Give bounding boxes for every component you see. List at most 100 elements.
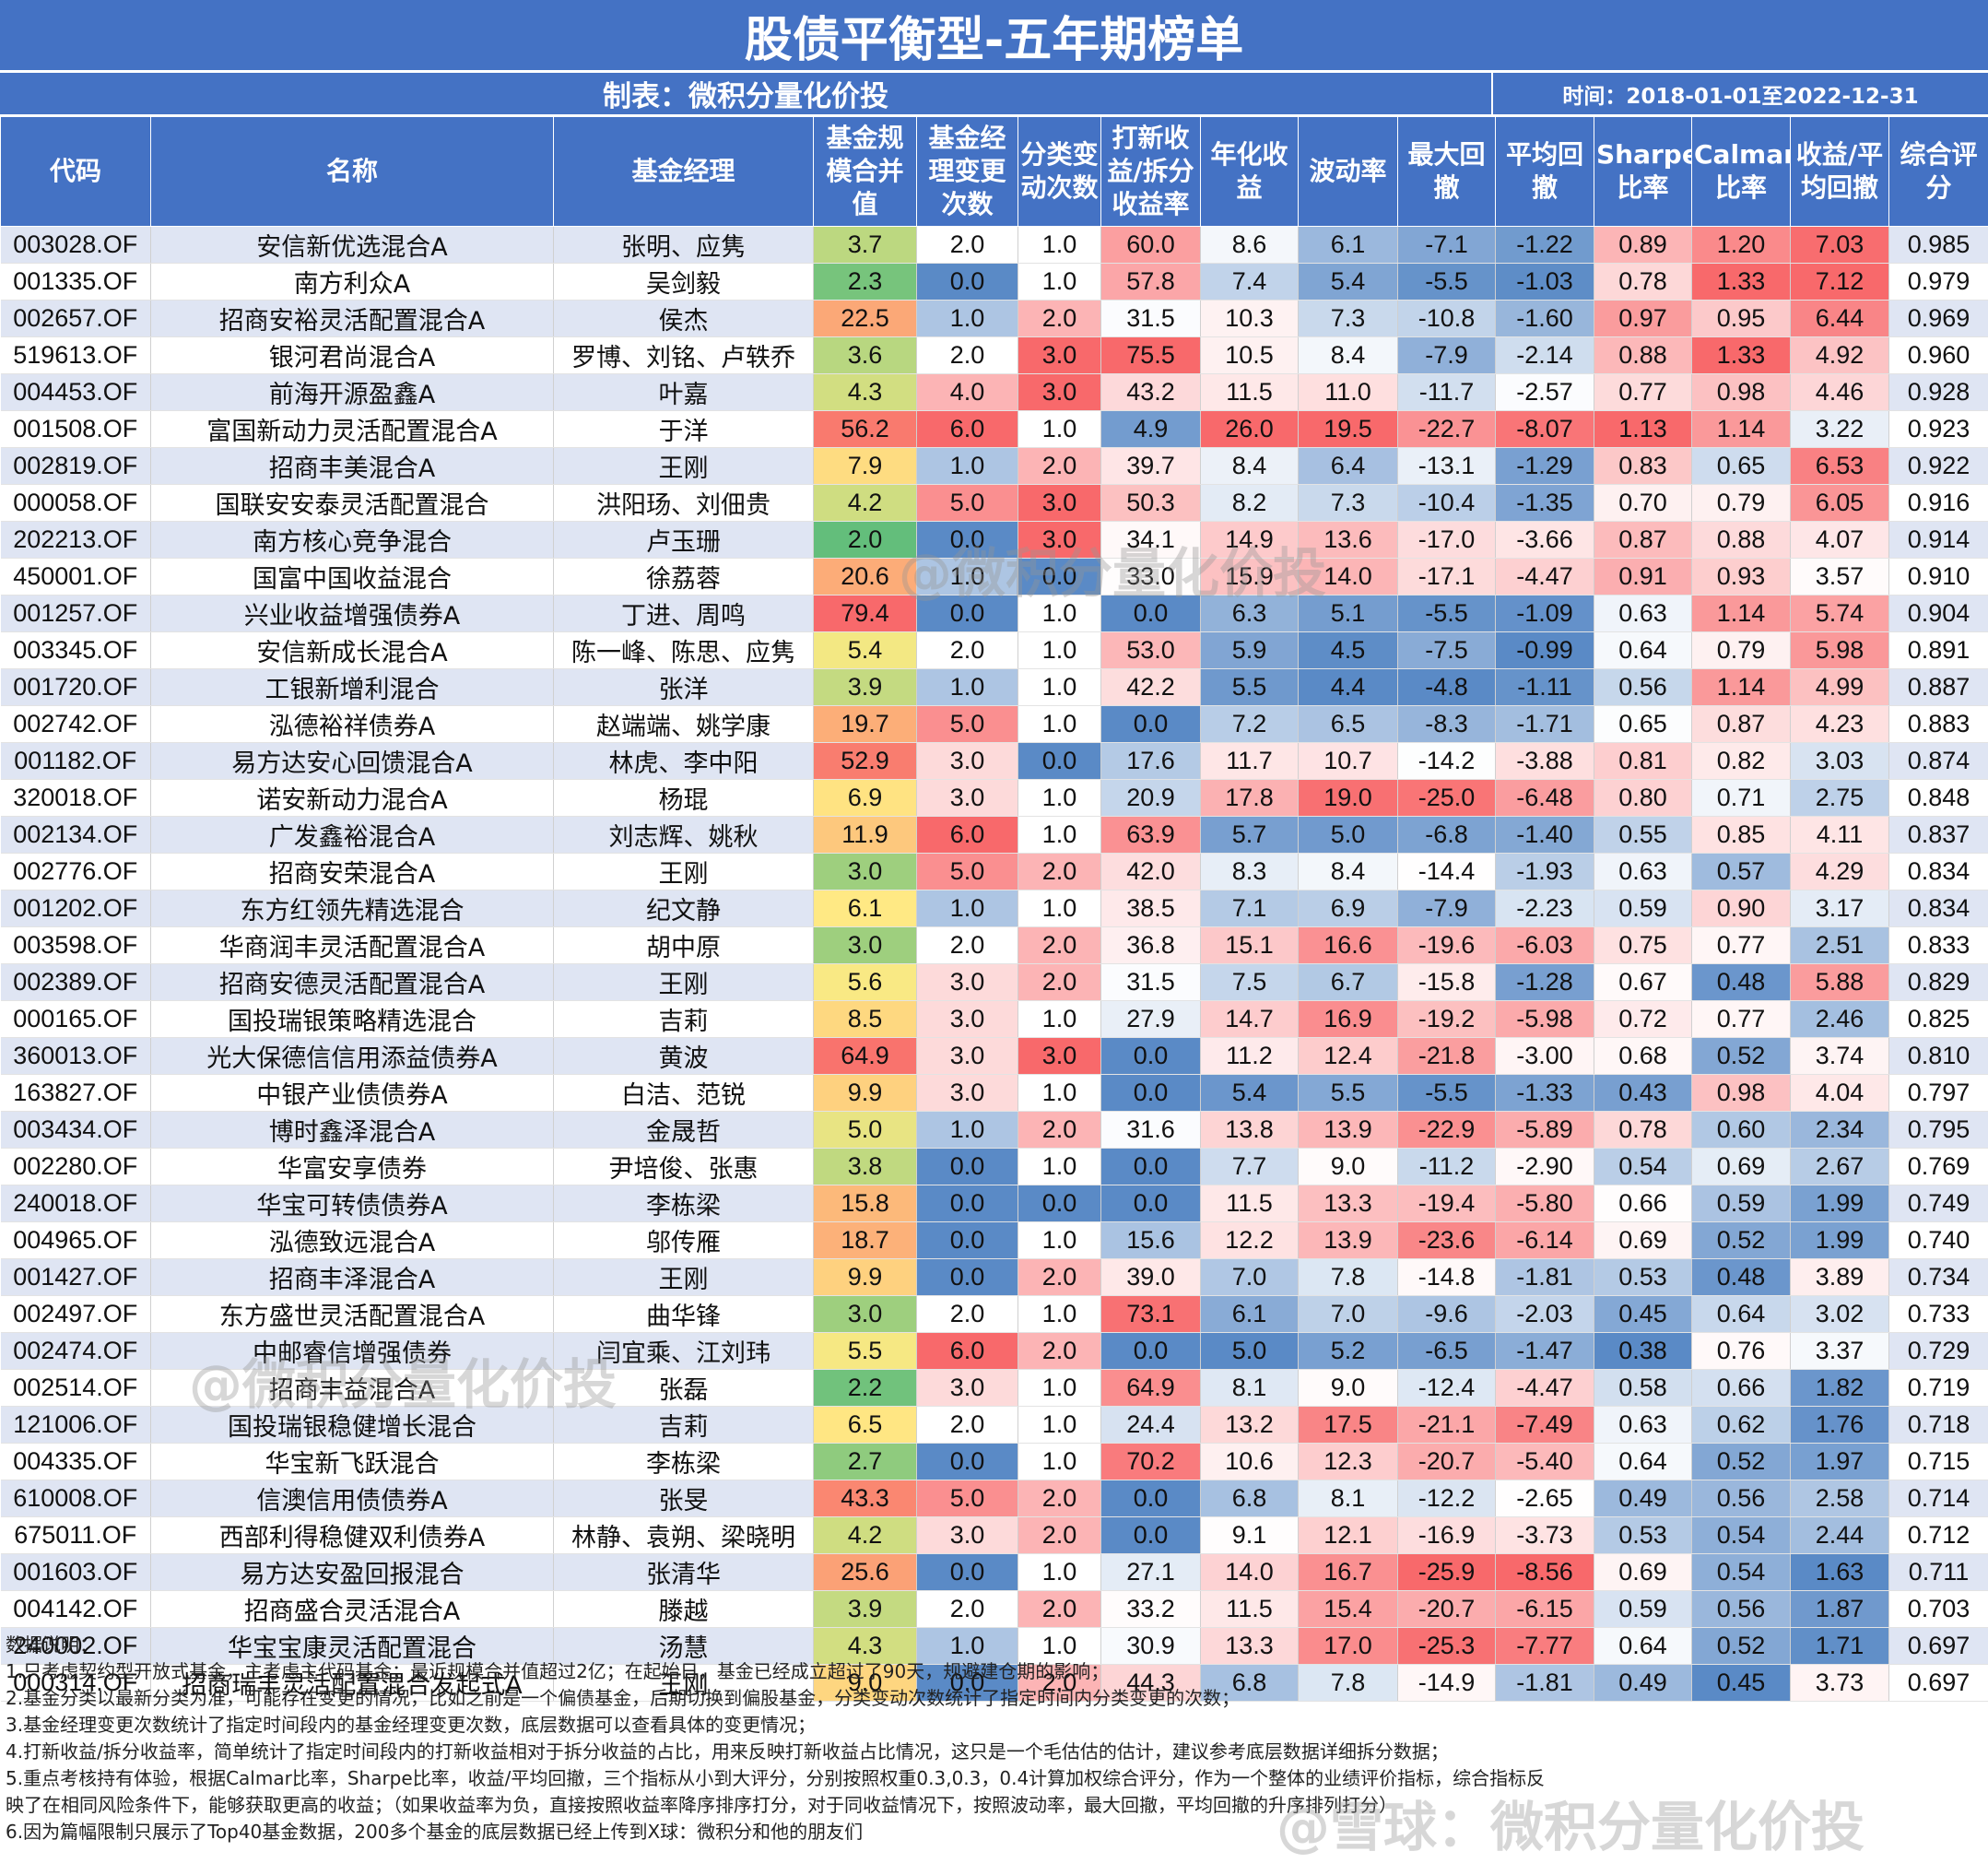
cell-avg-drawdown: -1.28 xyxy=(1495,963,1594,1001)
cell-annual-return: 6.8 xyxy=(1200,1664,1299,1702)
cell-score: 0.837 xyxy=(1888,816,1988,854)
cell-max-drawdown: -21.1 xyxy=(1397,1406,1496,1444)
cell-annual-return: 6.8 xyxy=(1200,1480,1299,1517)
cell-volatility: 13.9 xyxy=(1298,1221,1398,1259)
cell-fund-name: 易方达安心回馈混合A xyxy=(150,742,554,780)
cell-calmar-ratio: 0.64 xyxy=(1691,1295,1791,1333)
cell-manager-changes: 1.0 xyxy=(916,1111,1018,1149)
cell-fund-size: 25.6 xyxy=(813,1553,917,1591)
cell-calmar-ratio: 1.33 xyxy=(1691,263,1791,301)
cell-fund-name: 安信新优选混合A xyxy=(150,226,554,264)
cell-avg-drawdown: -1.81 xyxy=(1495,1258,1594,1296)
cell-code: 004142.OF xyxy=(0,1590,151,1628)
cell-category-changes: 2.0 xyxy=(1018,926,1101,964)
cell-ipo-return-ratio: 27.1 xyxy=(1100,1553,1201,1591)
cell-volatility: 13.6 xyxy=(1298,521,1398,559)
cell-manager: 滕越 xyxy=(553,1590,814,1628)
cell-avg-drawdown: -4.47 xyxy=(1495,558,1594,596)
cell-ipo-return-ratio: 0.0 xyxy=(1100,1148,1201,1185)
cell-max-drawdown: -10.8 xyxy=(1397,300,1496,337)
cell-sharpe-ratio: 0.56 xyxy=(1594,668,1692,706)
cell-volatility: 17.5 xyxy=(1298,1406,1398,1444)
column-header-name: 名称 xyxy=(150,116,554,227)
cell-fund-name: 华富安享债券 xyxy=(150,1148,554,1185)
cell-manager-changes: 2.0 xyxy=(916,926,1018,964)
cell-ipo-return-ratio: 0.0 xyxy=(1100,1185,1201,1222)
cell-ipo-return-ratio: 50.3 xyxy=(1100,484,1201,522)
cell-sharpe-ratio: 0.63 xyxy=(1594,1406,1692,1444)
cell-score: 0.910 xyxy=(1888,558,1988,596)
cell-volatility: 13.9 xyxy=(1298,1111,1398,1149)
cell-annual-return: 5.4 xyxy=(1200,1074,1299,1112)
cell-score: 0.711 xyxy=(1888,1553,1988,1591)
cell-annual-return: 10.6 xyxy=(1200,1443,1299,1480)
cell-max-drawdown: -5.5 xyxy=(1397,263,1496,301)
cell-volatility: 17.0 xyxy=(1298,1627,1398,1665)
cell-avg-drawdown: -2.03 xyxy=(1495,1295,1594,1333)
column-header-avg-drawdown: 平均回撤 xyxy=(1495,116,1594,227)
cell-ipo-return-ratio: 33.2 xyxy=(1100,1590,1201,1628)
cell-score: 0.697 xyxy=(1888,1627,1988,1665)
cell-avg-drawdown: -1.47 xyxy=(1495,1332,1594,1370)
cell-calmar-ratio: 0.98 xyxy=(1691,1074,1791,1112)
cell-calmar-ratio: 1.14 xyxy=(1691,410,1791,448)
cell-code: 002280.OF xyxy=(0,1148,151,1185)
cell-manager: 吉莉 xyxy=(553,1000,814,1038)
cell-ipo-return-ratio: 15.6 xyxy=(1100,1221,1201,1259)
cell-code: 003028.OF xyxy=(0,226,151,264)
cell-manager-changes: 2.0 xyxy=(916,336,1018,374)
note-line: 2.基金分类以最新分类为准，可能存在变更的情况，比如之前是一个偏债基金，后期切换… xyxy=(6,1687,1241,1709)
cell-category-changes: 3.0 xyxy=(1018,336,1101,374)
cell-fund-size: 2.2 xyxy=(813,1369,917,1407)
cell-fund-name: 兴业收益增强债券A xyxy=(150,595,554,632)
cell-category-changes: 1.0 xyxy=(1018,816,1101,854)
cell-calmar-ratio: 0.56 xyxy=(1691,1590,1791,1628)
cell-score: 0.883 xyxy=(1888,705,1988,743)
cell-fund-name: 中邮睿信增强债券 xyxy=(150,1332,554,1370)
cell-ipo-return-ratio: 60.0 xyxy=(1100,226,1201,264)
cell-max-drawdown: -5.5 xyxy=(1397,1074,1496,1112)
cell-return-avg-drawdown: 3.57 xyxy=(1790,558,1889,596)
cell-code: 001603.OF xyxy=(0,1553,151,1591)
cell-score: 0.797 xyxy=(1888,1074,1988,1112)
cell-score: 0.734 xyxy=(1888,1258,1988,1296)
cell-manager: 罗博、刘铭、卢轶乔 xyxy=(553,336,814,374)
cell-calmar-ratio: 0.65 xyxy=(1691,447,1791,485)
cell-return-avg-drawdown: 4.92 xyxy=(1790,336,1889,374)
cell-max-drawdown: -20.7 xyxy=(1397,1443,1496,1480)
cell-category-changes: 2.0 xyxy=(1018,1332,1101,1370)
cell-manager: 金晟哲 xyxy=(553,1111,814,1149)
cell-manager: 邬传雁 xyxy=(553,1221,814,1259)
cell-ipo-return-ratio: 17.6 xyxy=(1100,742,1201,780)
cell-manager-changes: 2.0 xyxy=(916,631,1018,669)
cell-sharpe-ratio: 0.38 xyxy=(1594,1332,1692,1370)
cell-return-avg-drawdown: 3.17 xyxy=(1790,890,1889,927)
cell-calmar-ratio: 0.77 xyxy=(1691,926,1791,964)
cell-max-drawdown: -22.9 xyxy=(1397,1111,1496,1149)
cell-sharpe-ratio: 0.55 xyxy=(1594,816,1692,854)
cell-manager-changes: 0.0 xyxy=(916,1258,1018,1296)
cell-volatility: 6.1 xyxy=(1298,226,1398,264)
cell-code: 001508.OF xyxy=(0,410,151,448)
cell-volatility: 5.1 xyxy=(1298,595,1398,632)
data-notes: 数据说明： 1.只考虑契约型开放式基金，主考虑主代码基金；最近规模合并值超过2亿；… xyxy=(6,1632,1978,1846)
cell-sharpe-ratio: 0.87 xyxy=(1594,521,1692,559)
cell-category-changes: 2.0 xyxy=(1018,1258,1101,1296)
note-line: 6.因为篇幅限制只展示了Top40基金数据，200多个基金的底层数据已经上传到X… xyxy=(6,1821,864,1843)
cell-manager-changes: 6.0 xyxy=(916,1332,1018,1370)
cell-fund-size: 9.9 xyxy=(813,1074,917,1112)
cell-category-changes: 1.0 xyxy=(1018,226,1101,264)
cell-score: 0.825 xyxy=(1888,1000,1988,1038)
cell-sharpe-ratio: 0.58 xyxy=(1594,1369,1692,1407)
cell-calmar-ratio: 0.77 xyxy=(1691,1000,1791,1038)
cell-max-drawdown: -25.3 xyxy=(1397,1627,1496,1665)
table-row: 675011.OF 西部利得稳健双利债券A 林静、袁朔、梁晓明 4.2 3.0 2.0 0.… xyxy=(0,1516,1988,1554)
cell-volatility: 19.5 xyxy=(1298,410,1398,448)
cell-calmar-ratio: 0.93 xyxy=(1691,558,1791,596)
cell-code: 360013.OF xyxy=(0,1037,151,1075)
cell-code: 004335.OF xyxy=(0,1443,151,1480)
cell-avg-drawdown: -2.65 xyxy=(1495,1480,1594,1517)
column-header-manager: 基金经理 xyxy=(553,116,814,227)
cell-category-changes: 1.0 xyxy=(1018,1000,1101,1038)
cell-code: 002776.OF xyxy=(0,853,151,890)
